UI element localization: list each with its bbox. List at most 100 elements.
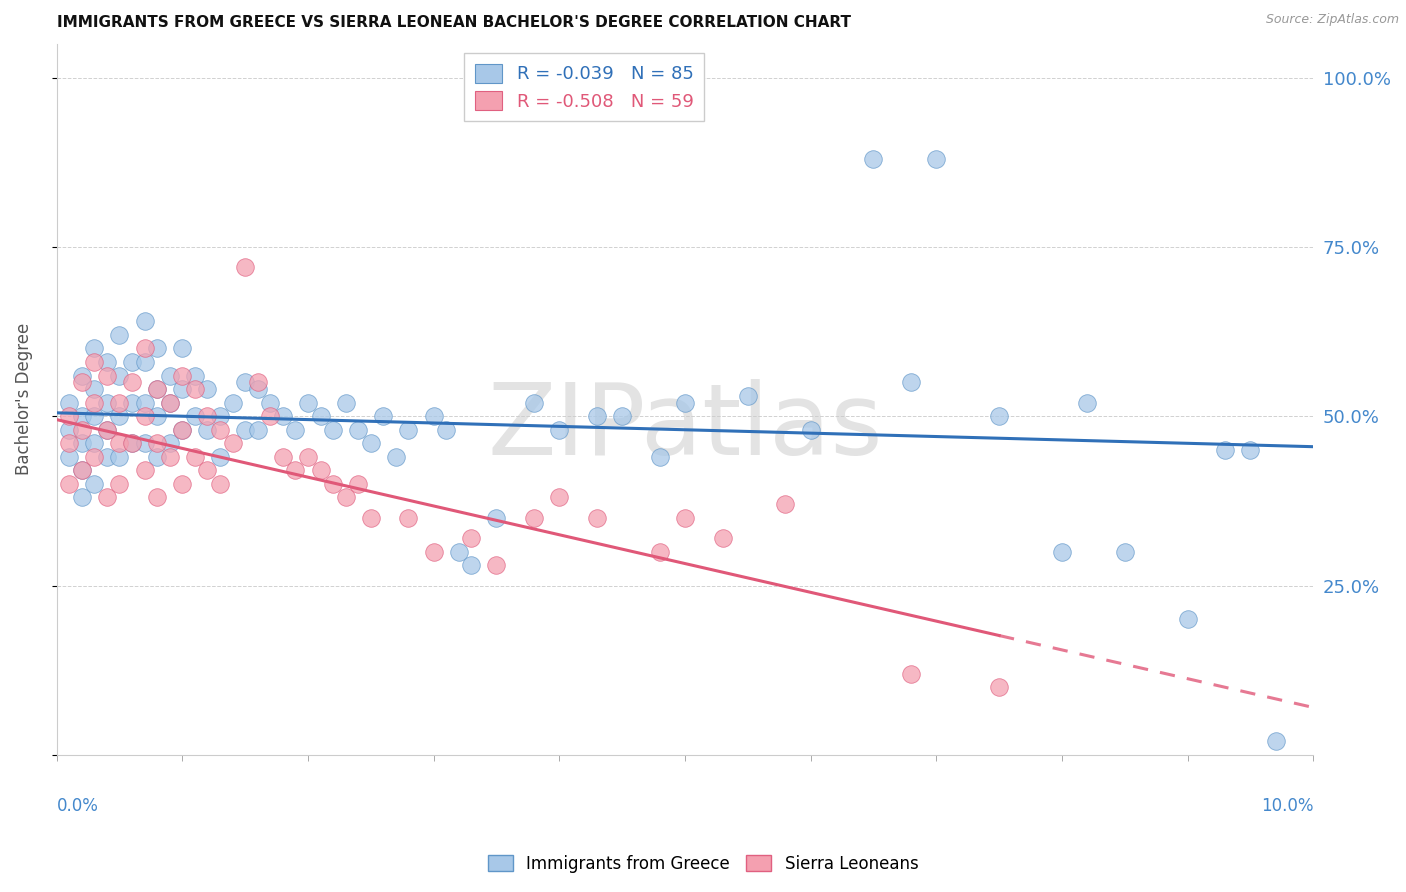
Point [775, 497, 797, 511]
Point [58, 477, 80, 491]
Point [284, 423, 307, 437]
Point [460, 531, 482, 545]
Point [398, 423, 420, 437]
Point [309, 463, 332, 477]
Point [96, 395, 118, 409]
Point [800, 423, 823, 437]
Point [172, 342, 194, 356]
Point [259, 409, 281, 424]
Point [221, 436, 243, 450]
Point [271, 450, 294, 464]
Point [925, 152, 948, 166]
Point [121, 395, 143, 409]
Point [121, 436, 143, 450]
Point [70, 463, 93, 477]
Point [360, 511, 382, 525]
Point [347, 423, 370, 437]
Point [988, 409, 1011, 424]
Point [271, 409, 294, 424]
Point [83, 355, 105, 369]
Point [172, 423, 194, 437]
Point [335, 395, 357, 409]
Point [70, 423, 93, 437]
Point [737, 389, 759, 403]
Point [673, 511, 696, 525]
Point [146, 382, 169, 396]
Point [83, 342, 105, 356]
Point [96, 368, 118, 383]
Point [1114, 544, 1136, 558]
Point [83, 409, 105, 424]
Point [523, 511, 546, 525]
Point [134, 342, 156, 356]
Point [322, 423, 344, 437]
Point [146, 491, 169, 505]
Point [134, 355, 156, 369]
Point [335, 491, 357, 505]
Point [373, 409, 395, 424]
Point [58, 450, 80, 464]
Point [146, 450, 169, 464]
Point [83, 382, 105, 396]
Point [610, 409, 633, 424]
Point [360, 436, 382, 450]
Point [485, 558, 508, 573]
Point [108, 368, 131, 383]
Legend: Immigrants from Greece, Sierra Leoneans: Immigrants from Greece, Sierra Leoneans [481, 848, 925, 880]
Point [648, 450, 671, 464]
Point [1239, 443, 1261, 458]
Point [70, 376, 93, 390]
Point [208, 409, 231, 424]
Point [208, 423, 231, 437]
Point [900, 376, 922, 390]
Text: ZIPatlas: ZIPatlas [488, 379, 883, 476]
Text: 10.0%: 10.0% [1261, 797, 1313, 814]
Point [70, 463, 93, 477]
Point [221, 395, 243, 409]
Point [208, 450, 231, 464]
Point [159, 395, 181, 409]
Point [108, 450, 131, 464]
Point [184, 382, 207, 396]
Point [711, 531, 734, 545]
Point [134, 395, 156, 409]
Point [422, 544, 444, 558]
Point [96, 491, 118, 505]
Text: Source: ZipAtlas.com: Source: ZipAtlas.com [1265, 13, 1399, 27]
Point [159, 450, 181, 464]
Point [233, 260, 256, 275]
Point [83, 395, 105, 409]
Point [586, 409, 609, 424]
Point [246, 423, 269, 437]
Point [172, 368, 194, 383]
Point [70, 436, 93, 450]
Point [108, 395, 131, 409]
Point [297, 395, 319, 409]
Point [434, 423, 457, 437]
Point [184, 409, 207, 424]
Point [121, 355, 143, 369]
Point [1264, 734, 1286, 748]
Point [347, 477, 370, 491]
Point [246, 382, 269, 396]
Point [900, 666, 922, 681]
Point [96, 355, 118, 369]
Point [197, 382, 219, 396]
Point [197, 409, 219, 424]
Point [146, 342, 169, 356]
Point [172, 477, 194, 491]
Point [121, 376, 143, 390]
Legend: R = -0.039   N = 85, R = -0.508   N = 59: R = -0.039 N = 85, R = -0.508 N = 59 [464, 53, 704, 121]
Point [197, 423, 219, 437]
Point [548, 491, 571, 505]
Point [184, 450, 207, 464]
Point [121, 436, 143, 450]
Point [146, 382, 169, 396]
Point [58, 409, 80, 424]
Point [134, 463, 156, 477]
Y-axis label: Bachelor's Degree: Bachelor's Degree [15, 323, 32, 475]
Point [309, 409, 332, 424]
Point [108, 409, 131, 424]
Point [70, 409, 93, 424]
Point [233, 376, 256, 390]
